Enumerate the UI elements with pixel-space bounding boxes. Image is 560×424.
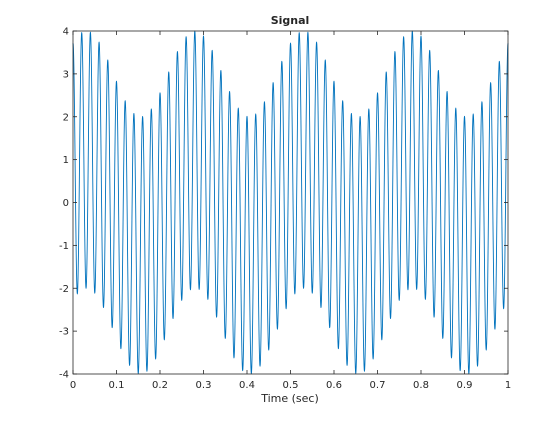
y-tick-label: 3 xyxy=(63,69,69,80)
x-tick-label: 0 xyxy=(70,380,76,391)
x-tick-label: 0.5 xyxy=(283,380,299,391)
chart-title: Signal xyxy=(271,14,310,27)
x-axis-label: Time (sec) xyxy=(260,392,319,405)
x-tick-label: 0.6 xyxy=(326,380,342,391)
series-line-0 xyxy=(72,30,509,375)
y-tick-label: 1 xyxy=(63,155,69,166)
y-tick-label: -4 xyxy=(59,370,69,381)
y-axis-ticks: -4 -3 -2 -1 0 1 2 3 4 xyxy=(59,27,508,381)
y-tick-label: -3 xyxy=(59,327,69,338)
x-tick-label: 0.3 xyxy=(196,380,212,391)
series-layer xyxy=(72,30,509,375)
x-tick-label: 0.1 xyxy=(109,380,125,391)
x-axis-ticks: 0 0.1 0.2 0.3 0.4 0.5 0.6 0.7 0.8 0.9 1 xyxy=(70,31,511,391)
x-tick-label: 0.4 xyxy=(239,380,255,391)
y-tick-label: 2 xyxy=(63,112,69,123)
y-tick-label: 4 xyxy=(63,27,69,38)
plot-background xyxy=(73,31,508,374)
x-tick-label: 0.8 xyxy=(413,380,429,391)
x-tick-label: 0.2 xyxy=(152,380,168,391)
y-tick-label: 0 xyxy=(63,198,69,209)
y-tick-label: -1 xyxy=(59,241,69,252)
x-tick-label: 1 xyxy=(505,380,511,391)
x-tick-label: 0.9 xyxy=(457,380,473,391)
plot-axes-box xyxy=(72,30,509,375)
y-tick-label: -2 xyxy=(59,284,69,295)
x-tick-label: 0.7 xyxy=(370,380,386,391)
